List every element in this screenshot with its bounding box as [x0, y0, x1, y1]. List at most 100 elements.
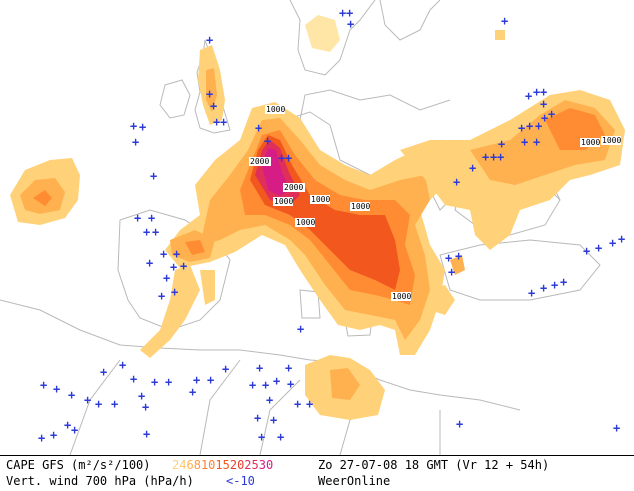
wind-marker: +: [339, 6, 346, 20]
wind-marker: +: [84, 393, 91, 407]
svg-text:1000: 1000: [296, 218, 315, 227]
wind-marker: +: [165, 375, 172, 389]
wind-marker: +: [482, 150, 489, 164]
cape-map: + + + + + + + + + + + + + + + + + + + + …: [0, 0, 626, 456]
wind-marker: +: [490, 150, 497, 164]
wind-marker: +: [249, 378, 256, 392]
wind-marker: +: [448, 265, 455, 279]
wind-marker: +: [528, 286, 535, 300]
wind-marker: +: [498, 137, 505, 151]
wind-marker: +: [264, 134, 271, 148]
wind-marker: +: [210, 99, 217, 113]
contour-label: 1000: [310, 195, 330, 204]
map-canvas: + + + + + + + + + + + + + + + + + + + + …: [0, 0, 625, 456]
wind-marker: +: [560, 275, 567, 289]
wind-marker: +: [551, 278, 558, 292]
svg-text:2000: 2000: [284, 183, 303, 192]
run-time: Zo 27-07-08 18 GMT (Vr 12 + 54h): [318, 458, 550, 472]
wind-marker: +: [254, 411, 261, 425]
contour-label: 1000: [350, 202, 370, 211]
wind-marker: +: [255, 121, 262, 135]
wind-marker: +: [40, 378, 47, 392]
contour-label: 2000: [249, 157, 271, 166]
contour-label: 1000: [265, 105, 285, 114]
cape-legend: 24681015202530: [172, 458, 273, 472]
wind-marker: +: [277, 430, 284, 444]
wind-marker: +: [143, 427, 150, 441]
contour-label: 1000: [601, 136, 621, 145]
wind-marker: +: [142, 400, 149, 414]
wind-marker: +: [613, 421, 620, 435]
wind-marker: +: [540, 85, 547, 99]
wind-marker: +: [148, 211, 155, 225]
legend-value: 4: [179, 458, 187, 472]
footer-line-2: Vert. wind 700 hPa (hPa/h) <-10 WeerOnli…: [0, 474, 634, 490]
wind-marker: +: [306, 397, 313, 411]
wind-marker: +: [501, 14, 508, 28]
wind-marker: +: [270, 413, 277, 427]
wind-marker: +: [193, 373, 200, 387]
wind-marker: +: [163, 271, 170, 285]
wind-marker: +: [100, 365, 107, 379]
wind-marker: +: [111, 397, 118, 411]
wind-marker: +: [609, 236, 616, 250]
wind-marker: +: [158, 289, 165, 303]
wind-marker: +: [533, 135, 540, 149]
wind-threshold: <-10: [226, 474, 255, 488]
wind-label: Vert. wind 700 hPa (hPa/h): [6, 474, 194, 488]
wind-marker: +: [50, 428, 57, 442]
wind-marker: +: [535, 119, 542, 133]
wind-marker: +: [287, 377, 294, 391]
wind-marker: +: [170, 260, 177, 274]
wind-marker: +: [171, 285, 178, 299]
wind-marker: +: [207, 373, 214, 387]
svg-text:2000: 2000: [250, 157, 269, 166]
wind-marker: +: [130, 119, 137, 133]
wind-markers: + + + + + + + + + + + + + + + + + + + + …: [38, 6, 625, 445]
svg-text:1000: 1000: [581, 138, 600, 147]
wind-marker: +: [119, 358, 126, 372]
contour-label: 1000: [391, 292, 411, 301]
wind-marker: +: [95, 397, 102, 411]
wind-marker: +: [266, 393, 273, 407]
contour-label: 1000: [580, 138, 600, 147]
wind-marker: +: [525, 89, 532, 103]
wind-marker: +: [526, 119, 533, 133]
wind-marker: +: [453, 175, 460, 189]
wind-marker: +: [258, 430, 265, 444]
wind-marker: +: [64, 418, 71, 432]
wind-marker: +: [285, 361, 292, 375]
legend-value: 6: [186, 458, 194, 472]
wind-marker: +: [151, 375, 158, 389]
wind-marker: +: [469, 161, 476, 175]
wind-marker: +: [146, 256, 153, 270]
wind-marker: +: [455, 249, 462, 263]
wind-marker: +: [583, 244, 590, 258]
wind-marker: +: [540, 97, 547, 111]
contour-label: 1000: [295, 218, 315, 227]
wind-marker: +: [53, 382, 60, 396]
wind-marker: +: [445, 251, 452, 265]
wind-marker: +: [541, 111, 548, 125]
legend-value: 25: [244, 458, 259, 472]
wind-marker: +: [143, 225, 150, 239]
svg-text:1000: 1000: [602, 136, 621, 145]
svg-text:1000: 1000: [274, 197, 293, 206]
wind-marker: +: [206, 87, 213, 101]
wind-marker: +: [134, 211, 141, 225]
wind-marker: +: [518, 121, 525, 135]
provider-name: WeerOnline: [318, 474, 391, 488]
wind-marker: +: [346, 6, 353, 20]
legend-value: 2: [172, 458, 180, 472]
wind-marker: +: [297, 322, 304, 336]
svg-text:1000: 1000: [266, 105, 285, 114]
wind-marker: +: [618, 232, 625, 246]
wind-marker: +: [222, 362, 229, 376]
cape-fields: [10, 15, 625, 420]
svg-text:1000: 1000: [311, 195, 330, 204]
wind-marker: +: [262, 378, 269, 392]
wind-marker: +: [213, 115, 220, 129]
wind-marker: +: [180, 259, 187, 273]
legend-value: 15: [215, 458, 230, 472]
svg-text:1000: 1000: [392, 292, 411, 301]
